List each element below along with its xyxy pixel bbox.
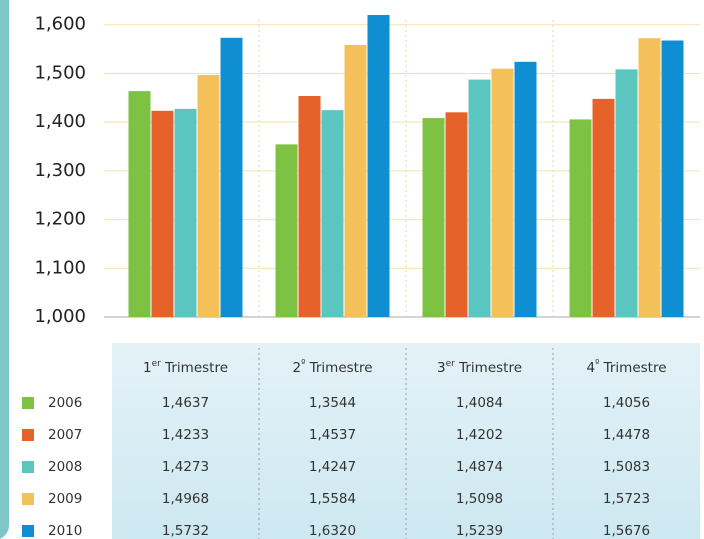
y-tick-label: 1,400 bbox=[34, 111, 86, 132]
table-cell: 1,5676 bbox=[603, 523, 650, 539]
table-header: 3er Trimestre bbox=[437, 359, 522, 377]
bar bbox=[174, 108, 197, 317]
y-tick-label: 1,500 bbox=[34, 62, 86, 83]
bar bbox=[569, 119, 592, 317]
y-tick-label: 1,000 bbox=[34, 306, 86, 327]
bar bbox=[468, 79, 491, 317]
legend-label: 2010 bbox=[48, 523, 82, 539]
bar bbox=[275, 144, 298, 317]
bar bbox=[422, 118, 445, 317]
table-header: 2º Trimestre bbox=[292, 359, 372, 377]
table-cell: 1,4874 bbox=[456, 459, 503, 475]
legend-label: 2007 bbox=[48, 427, 82, 443]
table-cell: 1,4478 bbox=[603, 427, 650, 443]
legend-swatch bbox=[22, 397, 34, 409]
table-cell: 1,4968 bbox=[162, 491, 209, 507]
bar bbox=[197, 75, 220, 317]
legend-swatch bbox=[22, 493, 34, 505]
table-cell: 1,4247 bbox=[309, 459, 356, 475]
table-cell: 1,5723 bbox=[603, 491, 650, 507]
bar bbox=[151, 110, 174, 317]
table-cell: 1,5732 bbox=[162, 523, 209, 539]
legend-label: 2006 bbox=[48, 395, 82, 411]
bar bbox=[367, 15, 390, 317]
table-header: 4º Trimestre bbox=[586, 359, 666, 377]
table-cell: 1,5098 bbox=[456, 491, 503, 507]
legend-label: 2008 bbox=[48, 459, 82, 475]
side-strip bbox=[0, 0, 9, 539]
table-cell: 1,4233 bbox=[162, 427, 209, 443]
bar bbox=[298, 96, 321, 317]
legend-swatch bbox=[22, 525, 34, 537]
plot-area bbox=[128, 15, 684, 317]
table-cell: 1,4084 bbox=[456, 395, 503, 411]
bar bbox=[321, 110, 344, 317]
bar bbox=[445, 112, 468, 317]
table-background bbox=[112, 343, 700, 539]
bar bbox=[128, 91, 151, 317]
bar bbox=[661, 40, 684, 317]
y-tick-label: 1,600 bbox=[34, 14, 86, 35]
table-cell: 1,4537 bbox=[309, 427, 356, 443]
bar bbox=[491, 68, 514, 317]
table-cell: 1,3544 bbox=[309, 395, 356, 411]
table-cell: 1,5239 bbox=[456, 523, 503, 539]
bar bbox=[220, 37, 243, 317]
table-cell: 1,5083 bbox=[603, 459, 650, 475]
bar bbox=[344, 45, 367, 317]
table-cell: 1,6320 bbox=[309, 523, 356, 539]
bar bbox=[638, 38, 661, 317]
table-cell: 1,4056 bbox=[603, 395, 650, 411]
legend-label: 2009 bbox=[48, 491, 82, 507]
bar bbox=[615, 69, 638, 317]
bar bbox=[514, 61, 537, 317]
y-tick-label: 1,100 bbox=[34, 257, 86, 278]
legend-swatch bbox=[22, 461, 34, 473]
table-cell: 1,4273 bbox=[162, 459, 209, 475]
y-tick-label: 1,300 bbox=[34, 160, 86, 181]
bar bbox=[592, 98, 615, 317]
table-cell: 1,4637 bbox=[162, 395, 209, 411]
table-cell: 1,5584 bbox=[309, 491, 356, 507]
legend-swatch bbox=[22, 429, 34, 441]
table-cell: 1,4202 bbox=[456, 427, 503, 443]
table-header: 1er Trimestre bbox=[143, 359, 228, 377]
y-tick-label: 1,200 bbox=[34, 209, 86, 230]
